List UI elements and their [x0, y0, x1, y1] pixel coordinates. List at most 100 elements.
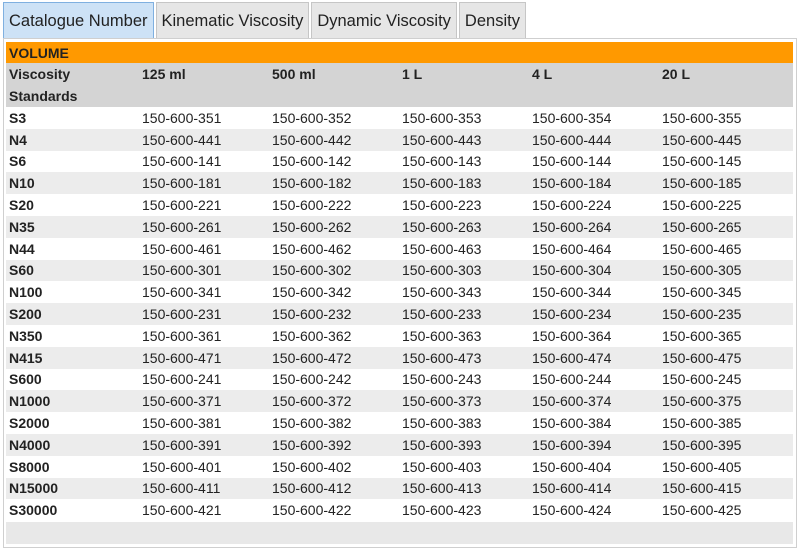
- table-row: S60 150-600-301 150-600-302 150-600-303 150-…: [6, 259, 794, 282]
- catalogue-number: 150-600-243: [402, 371, 482, 388]
- catalogue-number: 150-600-422: [272, 502, 352, 519]
- catalogue-number: 150-600-412: [269, 477, 399, 500]
- section-title: VOLUME: [6, 42, 794, 63]
- column-header: 125 ml: [139, 63, 269, 107]
- catalogue-number: 150-600-392: [269, 433, 399, 456]
- catalogue-number: 150-600-223: [402, 197, 482, 214]
- standard-name: S3: [9, 109, 27, 126]
- catalogue-number: 150-600-342: [272, 284, 352, 301]
- catalogue-number: 150-600-221: [142, 197, 222, 214]
- tab[interactable]: Density: [458, 2, 526, 38]
- catalogue-number: 150-600-475: [659, 346, 794, 369]
- table-footer: [6, 522, 793, 544]
- table-row: N100 150-600-341 150-600-342 150-600-343 150…: [6, 281, 793, 303]
- catalogue-number: 150-600-184: [529, 172, 659, 195]
- catalogue-number: 150-600-301: [139, 259, 269, 282]
- catalogue-number: 150-600-261: [139, 215, 269, 238]
- catalogue-number: 150-600-241: [142, 371, 222, 388]
- table-row: N35 150-600-261 150-600-262 150-600-263 150-…: [6, 215, 794, 238]
- table-row: S30000 150-600-421 150-600-422 150-600-423 1…: [6, 499, 793, 521]
- catalogue-number: 150-600-413: [399, 477, 529, 500]
- catalogue-number: 150-600-385: [662, 415, 742, 432]
- table-row: N4000 150-600-391 150-600-392 150-600-393 15…: [6, 433, 794, 456]
- column-header: 20 L: [659, 63, 794, 107]
- catalogue-number: 150-600-461: [142, 240, 222, 257]
- catalogue-number: 150-600-411: [139, 477, 269, 500]
- catalogue-number: 150-600-394: [529, 433, 659, 456]
- catalogue-number: 150-600-235: [659, 303, 794, 325]
- table-row: N10 150-600-181 150-600-182 150-600-183 150-…: [6, 172, 794, 195]
- catalogue-number: 150-600-145: [662, 153, 742, 170]
- catalogue-number: 150-600-354: [532, 109, 612, 126]
- column-header: 500 ml: [269, 63, 399, 107]
- table-row: N415 150-600-471 150-600-472 150-600-473 150…: [6, 346, 794, 369]
- catalogue-number: 150-600-242: [272, 371, 352, 388]
- catalogue-number: 150-600-183: [399, 172, 529, 195]
- catalogue-number: 150-600-185: [659, 172, 794, 195]
- catalogue-number: 150-600-345: [662, 284, 742, 301]
- catalogue-number: 150-600-393: [399, 433, 529, 456]
- catalogue-number: 150-600-471: [139, 346, 269, 369]
- tab[interactable]: Dynamic Viscosity: [311, 2, 457, 38]
- catalogue-number: 150-600-232: [269, 303, 399, 325]
- tab[interactable]: Kinematic Viscosity: [155, 2, 310, 38]
- column-header: Viscosity Standards: [6, 63, 139, 107]
- catalogue-number: 150-600-305: [659, 259, 794, 282]
- catalogue-number: 150-600-443: [399, 128, 529, 151]
- catalogue-number: 150-600-263: [399, 215, 529, 238]
- table-row: N1000 150-600-371 150-600-372 150-600-373 15…: [6, 390, 794, 413]
- catalogue-number: 150-600-302: [269, 259, 399, 282]
- catalogue-number: 150-600-424: [532, 502, 612, 519]
- catalogue-number: 150-600-264: [529, 215, 659, 238]
- catalogue-number: 150-600-402: [272, 458, 352, 475]
- standard-name: N44: [9, 240, 35, 257]
- catalogue-number: 150-600-404: [532, 458, 612, 475]
- catalogue-number: 150-600-383: [402, 415, 482, 432]
- catalogue-number: 150-600-401: [142, 458, 222, 475]
- catalogue-number: 150-600-405: [662, 458, 742, 475]
- catalogue-number: 150-600-373: [399, 390, 529, 413]
- catalogue-number: 150-600-181: [139, 172, 269, 195]
- catalogue-number: 150-600-304: [529, 259, 659, 282]
- standard-name: S8000: [9, 458, 50, 475]
- catalogue-number: 150-600-464: [532, 240, 612, 257]
- standard-name: N100: [9, 284, 43, 301]
- catalogue-number: 150-600-463: [402, 240, 482, 257]
- catalogue-number: 150-600-372: [269, 390, 399, 413]
- catalogue-number: 150-600-352: [272, 109, 352, 126]
- standard-name: N10: [6, 172, 139, 195]
- catalogue-number: 150-600-395: [659, 433, 794, 456]
- catalogue-number: 150-600-244: [532, 371, 612, 388]
- standard-name: S6: [9, 153, 27, 170]
- table-row: S200 150-600-231 150-600-232 150-600-233 150…: [6, 303, 794, 325]
- section-row: VOLUME: [6, 42, 794, 63]
- catalogue-number: 150-600-364: [532, 327, 612, 344]
- standard-name: N415: [6, 346, 139, 369]
- standard-name: S60: [6, 259, 139, 282]
- catalogue-number: 150-600-224: [532, 197, 612, 214]
- catalogue-number: 150-600-245: [662, 371, 742, 388]
- table-row: S600 150-600-241 150-600-242 150-600-243 150…: [6, 369, 793, 391]
- table-row: S6 150-600-141 150-600-142 150-600-143 150-6…: [6, 151, 793, 173]
- standard-name: N4: [6, 128, 139, 151]
- catalogue-number: 150-600-142: [272, 153, 352, 170]
- catalogue-number: 150-600-391: [139, 433, 269, 456]
- catalogue-number: 150-600-141: [142, 153, 222, 170]
- catalogue-number: 150-600-361: [142, 327, 222, 344]
- catalogue-number: 150-600-442: [269, 128, 399, 151]
- standard-name: S20: [9, 197, 34, 214]
- catalogue-number: 150-600-382: [272, 415, 352, 432]
- standard-name: S200: [6, 303, 139, 325]
- catalogue-number: 150-600-303: [399, 259, 529, 282]
- catalogue-number: 150-600-222: [272, 197, 352, 214]
- catalogue-number: 150-600-182: [269, 172, 399, 195]
- catalogue-number: 150-600-425: [662, 502, 742, 519]
- catalogue-number: 150-600-371: [139, 390, 269, 413]
- table-row: S8000 150-600-401 150-600-402 150-600-403 15…: [6, 456, 793, 478]
- tab[interactable]: Catalogue Number: [3, 2, 154, 38]
- catalogue-number: 150-600-444: [529, 128, 659, 151]
- standard-name: S2000: [9, 415, 50, 432]
- catalogue-number: 150-600-441: [139, 128, 269, 151]
